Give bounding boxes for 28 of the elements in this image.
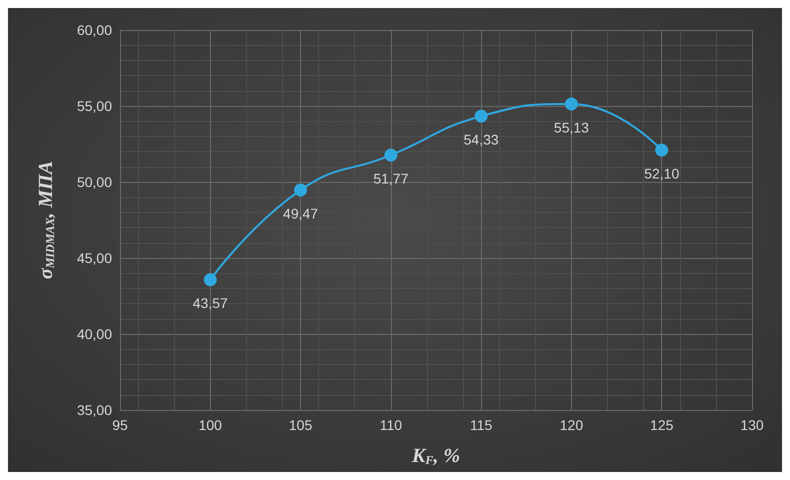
x-tick-label: 110 [380, 417, 402, 433]
x-axis-title: KF, % [410, 445, 460, 467]
point [474, 110, 488, 123]
y-tick-label: 60,00 [76, 22, 112, 38]
x-tick-label: 130 [740, 417, 764, 433]
data-label: 49,47 [283, 206, 318, 222]
point [655, 144, 668, 157]
x-tick-label: 120 [560, 417, 584, 433]
data-label: 55,13 [554, 120, 590, 136]
data-label: 52,10 [644, 166, 680, 182]
point [294, 184, 308, 197]
data-label: 43,57 [192, 295, 228, 312]
x-tick-label: 100 [198, 417, 222, 433]
point [204, 273, 217, 286]
x-tick-label: 125 [650, 417, 674, 433]
y-tick-label: 40,00 [76, 326, 112, 342]
y-tick-label: 50,00 [76, 174, 112, 190]
data-label: 54,33 [464, 132, 499, 148]
y-tick-label: 55,00 [76, 98, 112, 114]
point [384, 148, 398, 162]
y-tick-label: 45,00 [76, 250, 112, 266]
data-label: 51,77 [373, 170, 409, 187]
x-tick-label: 105 [288, 417, 312, 433]
y-axis-title: σMIDMAX, МПА [35, 160, 57, 280]
y-tick-label: 35,00 [76, 402, 112, 418]
x-tick-label: 115 [470, 417, 493, 433]
point [564, 98, 578, 111]
x-tick-label: 95 [112, 417, 128, 433]
